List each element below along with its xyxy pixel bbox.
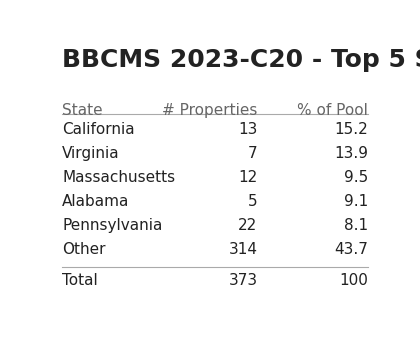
Text: 43.7: 43.7	[334, 242, 368, 257]
Text: State: State	[62, 103, 103, 118]
Text: 13: 13	[238, 122, 257, 136]
Text: % of Pool: % of Pool	[297, 103, 368, 118]
Text: 9.1: 9.1	[344, 194, 368, 209]
Text: 373: 373	[228, 273, 257, 288]
Text: 13.9: 13.9	[334, 146, 368, 161]
Text: 15.2: 15.2	[334, 122, 368, 136]
Text: 9.5: 9.5	[344, 170, 368, 185]
Text: Alabama: Alabama	[62, 194, 130, 209]
Text: 5: 5	[248, 194, 257, 209]
Text: California: California	[62, 122, 135, 136]
Text: Virginia: Virginia	[62, 146, 120, 161]
Text: 8.1: 8.1	[344, 218, 368, 233]
Text: Pennsylvania: Pennsylvania	[62, 218, 163, 233]
Text: 7: 7	[248, 146, 257, 161]
Text: Other: Other	[62, 242, 106, 257]
Text: 100: 100	[339, 273, 368, 288]
Text: BBCMS 2023-C20 - Top 5 States: BBCMS 2023-C20 - Top 5 States	[62, 48, 420, 72]
Text: 314: 314	[228, 242, 257, 257]
Text: Massachusetts: Massachusetts	[62, 170, 176, 185]
Text: # Properties: # Properties	[162, 103, 257, 118]
Text: 12: 12	[238, 170, 257, 185]
Text: Total: Total	[62, 273, 98, 288]
Text: 22: 22	[238, 218, 257, 233]
